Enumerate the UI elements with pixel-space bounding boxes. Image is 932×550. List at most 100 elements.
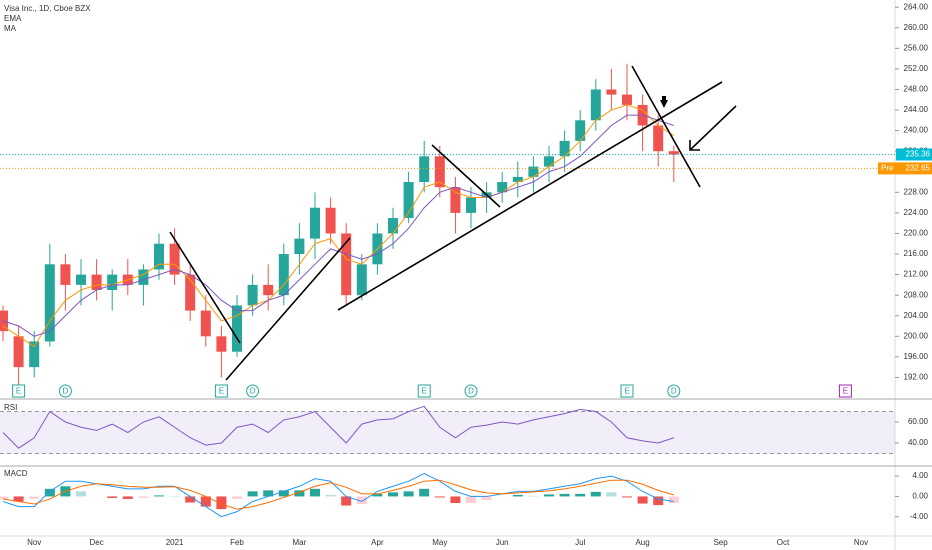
trend-line xyxy=(169,231,241,344)
y-tick-label: 228.00 xyxy=(904,187,929,196)
x-tick-label: Nov xyxy=(27,538,41,547)
candle-body xyxy=(450,187,461,213)
histogram-bar xyxy=(512,494,523,497)
candle-body xyxy=(185,274,196,311)
pre-market-name: Pre xyxy=(881,164,894,173)
candle-body xyxy=(653,125,664,152)
y-tick-label: 216.00 xyxy=(904,249,929,258)
x-tick-label: Apr xyxy=(371,538,384,547)
x-tick-label: May xyxy=(432,538,447,547)
chart-title: Visa Inc., 1D, Cboe BZX xyxy=(4,4,91,13)
histogram-bar xyxy=(232,496,242,499)
histogram-bar xyxy=(481,496,492,500)
x-tick-label: Mar xyxy=(293,538,307,547)
histogram-bar xyxy=(44,488,55,497)
y-tick-label: 208.00 xyxy=(904,290,929,299)
pane-title: RSI xyxy=(4,403,17,412)
series-line xyxy=(2,405,674,449)
histogram-bar xyxy=(559,493,570,497)
event-label: D xyxy=(63,387,69,396)
y-tick-label: 220.00 xyxy=(904,229,929,238)
x-tick-label: 2021 xyxy=(166,538,184,547)
candle-body xyxy=(512,176,523,183)
histogram-bar xyxy=(294,490,305,497)
pre-market-box xyxy=(878,162,932,175)
histogram-bar xyxy=(138,496,149,498)
candle-body xyxy=(294,238,305,255)
candle-body xyxy=(590,89,601,121)
y-tick-label: 0.00 xyxy=(912,492,928,501)
y-tick-label: 240.00 xyxy=(904,126,929,135)
x-tick-label: Nov xyxy=(854,538,868,547)
histogram-bar xyxy=(528,495,539,497)
histogram-bar xyxy=(200,496,211,507)
event-label: E xyxy=(219,387,224,396)
event-marker xyxy=(214,384,228,398)
candle-body xyxy=(497,182,508,193)
x-tick-label: Aug xyxy=(635,538,649,547)
event-marker xyxy=(246,384,260,398)
candle-body xyxy=(278,254,289,296)
candle-body xyxy=(216,336,227,352)
candle-body xyxy=(419,156,430,183)
series-line xyxy=(2,473,674,518)
arrow xyxy=(689,105,737,151)
candle-body xyxy=(91,274,102,291)
candle-body xyxy=(466,197,476,213)
histogram-bar xyxy=(216,496,227,510)
trend-line xyxy=(431,144,501,208)
last-price-label: 235.36 xyxy=(906,150,931,159)
y-tick-label: 4.00 xyxy=(912,471,928,480)
event-marker xyxy=(667,384,681,398)
candle-body xyxy=(559,140,570,157)
event-label: D xyxy=(250,387,256,396)
histogram-bar xyxy=(310,488,320,497)
candle-body xyxy=(29,341,40,368)
arrow-head xyxy=(689,140,700,151)
candle-body xyxy=(13,336,24,368)
histogram-bar xyxy=(278,490,289,497)
histogram-bar xyxy=(122,496,133,499)
histogram-bar xyxy=(575,493,586,497)
event-label: E xyxy=(624,387,629,396)
y-tick-label: 264.00 xyxy=(904,2,929,11)
last-price-box xyxy=(896,148,932,161)
candle-body xyxy=(247,284,258,306)
histogram-bar xyxy=(388,492,398,497)
histogram-bar xyxy=(403,491,414,497)
legend-entry: MA xyxy=(4,24,17,33)
y-tick-label: 256.00 xyxy=(904,43,929,52)
candle-body xyxy=(606,89,617,95)
x-tick-label: Jul xyxy=(575,538,585,547)
histogram-bar xyxy=(341,496,352,506)
y-tick-label: 260.00 xyxy=(904,23,929,32)
histogram-bar xyxy=(419,488,430,497)
histogram-bar xyxy=(356,496,367,505)
y-tick-label: 192.00 xyxy=(904,373,929,382)
candle-body xyxy=(388,218,398,234)
candle-body xyxy=(403,182,414,219)
candle-body xyxy=(138,269,149,285)
y-tick-label: 244.00 xyxy=(904,105,929,114)
x-tick-label: Dec xyxy=(89,538,103,547)
histogram-bar xyxy=(154,495,164,497)
candle-body xyxy=(325,207,336,234)
y-tick-label: 252.00 xyxy=(904,64,929,73)
histogram-bar xyxy=(450,496,461,504)
histogram-bar xyxy=(107,496,118,498)
event-marker xyxy=(464,384,478,398)
y-tick-label: 196.00 xyxy=(904,352,929,361)
candle-body xyxy=(232,305,242,352)
event-label: D xyxy=(468,387,474,396)
arrow-down xyxy=(660,96,668,108)
candle-body xyxy=(310,207,320,239)
histogram-bar xyxy=(263,490,274,497)
y-tick-label: 212.00 xyxy=(904,270,929,279)
trend-line xyxy=(225,237,351,381)
legend-entry: EMA xyxy=(4,14,22,23)
histogram-bar xyxy=(29,496,40,499)
histogram-bar xyxy=(247,491,258,497)
y-tick-label: 204.00 xyxy=(904,311,929,320)
